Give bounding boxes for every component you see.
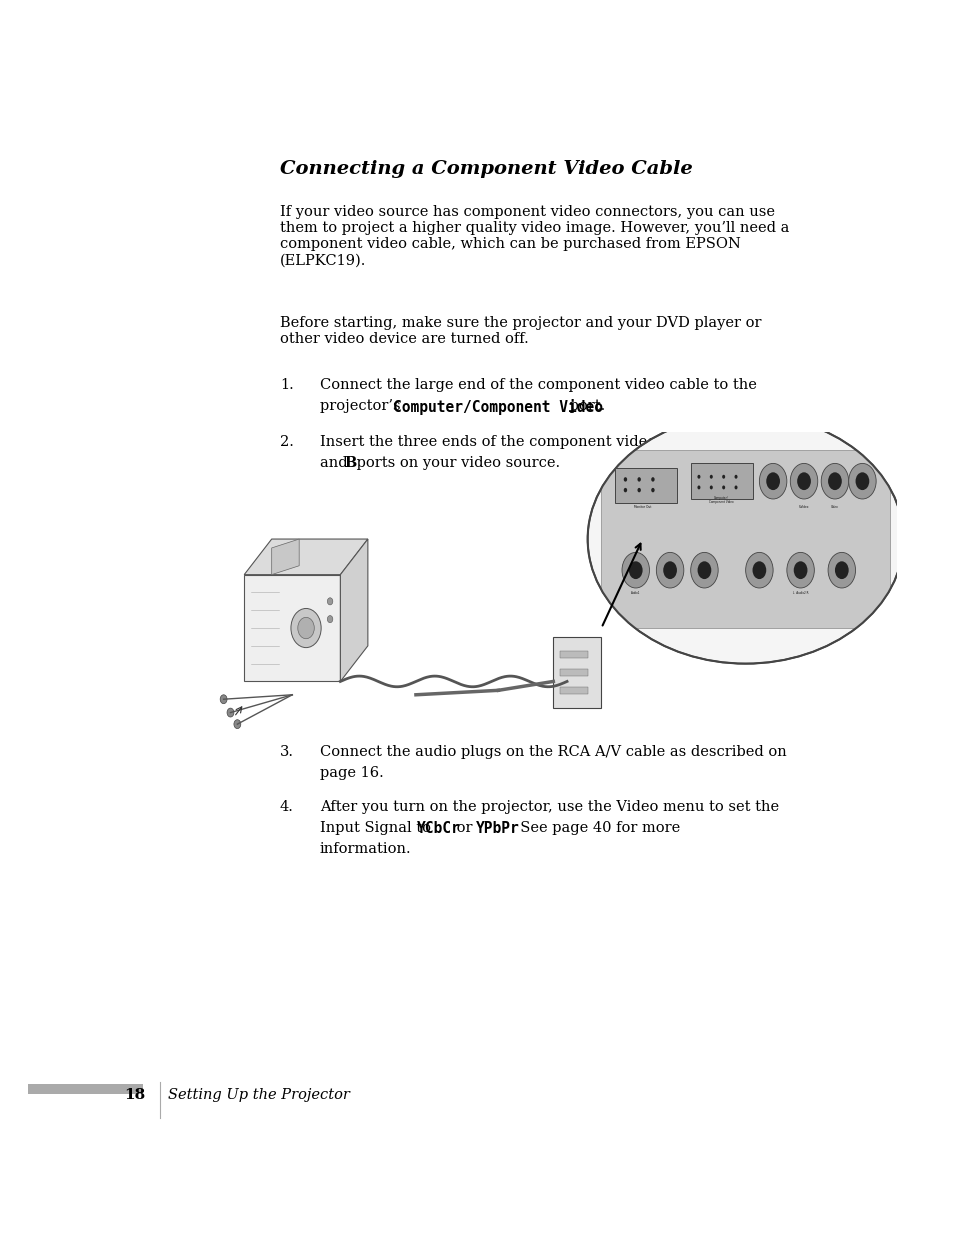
Text: Computer/
Component Video: Computer/ Component Video — [708, 495, 733, 504]
Text: ports on your video source.: ports on your video source. — [352, 456, 559, 471]
Circle shape — [734, 474, 737, 479]
Circle shape — [291, 609, 321, 647]
Text: Insert the three ends of the component video cable into the: Insert the three ends of the component v… — [319, 435, 766, 450]
Circle shape — [662, 561, 677, 579]
Circle shape — [227, 708, 233, 718]
Ellipse shape — [587, 415, 902, 663]
Text: 1.: 1. — [280, 378, 294, 391]
Circle shape — [656, 552, 683, 588]
Circle shape — [759, 463, 786, 499]
Text: YCbCr: YCbCr — [416, 821, 460, 836]
Polygon shape — [244, 538, 368, 574]
Text: 4.: 4. — [280, 800, 294, 814]
Circle shape — [637, 477, 640, 482]
Bar — [28, 1084, 143, 1094]
Text: R: R — [682, 435, 695, 450]
Circle shape — [834, 561, 848, 579]
Circle shape — [697, 485, 700, 489]
Circle shape — [623, 477, 626, 482]
Circle shape — [797, 472, 810, 490]
Circle shape — [651, 477, 654, 482]
Circle shape — [697, 561, 711, 579]
Polygon shape — [559, 651, 587, 658]
Text: Computer/Component Video: Computer/Component Video — [393, 399, 602, 415]
Circle shape — [821, 463, 848, 499]
Circle shape — [233, 720, 240, 729]
Circle shape — [709, 485, 712, 489]
Text: Connecting a Component Video Cable: Connecting a Component Video Cable — [280, 161, 692, 178]
Circle shape — [709, 474, 712, 479]
Text: Input Signal to: Input Signal to — [319, 821, 436, 835]
Text: information.: information. — [319, 842, 411, 856]
Polygon shape — [553, 637, 600, 708]
Circle shape — [721, 474, 724, 479]
Circle shape — [786, 552, 814, 588]
Circle shape — [327, 615, 333, 622]
Text: YPbPr: YPbPr — [476, 821, 519, 836]
Circle shape — [637, 488, 640, 493]
Text: Setting Up the Projector: Setting Up the Projector — [168, 1088, 350, 1102]
Circle shape — [827, 552, 855, 588]
Text: page 16.: page 16. — [319, 766, 383, 781]
Circle shape — [752, 561, 765, 579]
Text: Audio1: Audio1 — [630, 592, 639, 595]
Text: projector’s: projector’s — [319, 399, 405, 412]
Circle shape — [697, 474, 700, 479]
Text: and: and — [319, 456, 352, 471]
Text: Connect the large end of the component video cable to the: Connect the large end of the component v… — [319, 378, 756, 391]
Text: Connect the audio plugs on the RCA A/V cable as described on: Connect the audio plugs on the RCA A/V c… — [319, 745, 786, 760]
Circle shape — [623, 488, 626, 493]
Text: . See page 40 for more: . See page 40 for more — [511, 821, 679, 835]
Circle shape — [220, 695, 227, 704]
Text: port.: port. — [565, 399, 605, 412]
Text: If your video source has component video connectors, you can use
them to project: If your video source has component video… — [280, 205, 788, 268]
Polygon shape — [690, 463, 752, 499]
Circle shape — [855, 472, 868, 490]
Text: or: or — [452, 821, 476, 835]
Text: ,: , — [690, 435, 700, 450]
Polygon shape — [272, 538, 299, 574]
Circle shape — [721, 485, 724, 489]
Circle shape — [327, 598, 333, 605]
Text: After you turn on the projector, use the Video menu to set the: After you turn on the projector, use the… — [319, 800, 779, 814]
Text: G: G — [700, 435, 713, 450]
Polygon shape — [340, 538, 368, 682]
Circle shape — [628, 561, 642, 579]
Text: 2.: 2. — [280, 435, 294, 450]
Text: 18: 18 — [124, 1088, 145, 1102]
Polygon shape — [244, 574, 340, 682]
Circle shape — [651, 488, 654, 493]
Text: 3.: 3. — [280, 745, 294, 760]
Circle shape — [734, 485, 737, 489]
Polygon shape — [615, 468, 677, 504]
Circle shape — [793, 561, 806, 579]
Text: L  Audio2 R: L Audio2 R — [792, 592, 807, 595]
Circle shape — [827, 472, 841, 490]
Circle shape — [297, 618, 314, 638]
Circle shape — [621, 552, 649, 588]
Text: Before starting, make sure the projector and your DVD player or
other video devi: Before starting, make sure the projector… — [280, 316, 760, 346]
Circle shape — [848, 463, 875, 499]
Text: Monitor Out: Monitor Out — [633, 505, 651, 509]
Circle shape — [745, 552, 772, 588]
Polygon shape — [600, 450, 889, 629]
Text: ,: , — [708, 435, 713, 450]
Circle shape — [765, 472, 780, 490]
Text: Video: Video — [830, 505, 838, 509]
Text: S-Video: S-Video — [798, 505, 808, 509]
Polygon shape — [559, 669, 587, 676]
Circle shape — [690, 552, 718, 588]
Polygon shape — [559, 687, 587, 694]
Text: B: B — [344, 456, 356, 471]
Circle shape — [789, 463, 817, 499]
